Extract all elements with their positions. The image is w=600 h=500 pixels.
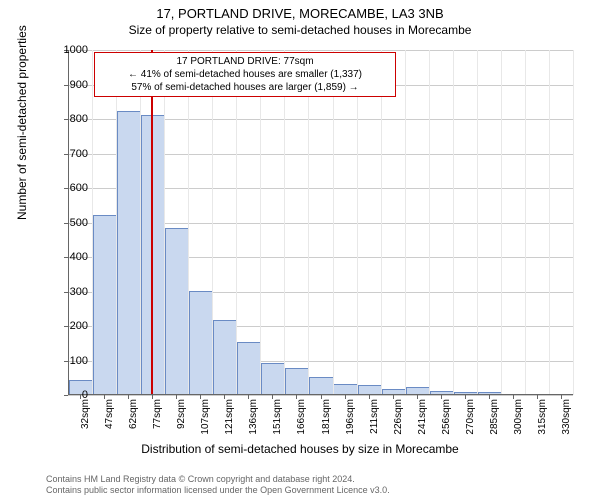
x-tick-label: 62sqm	[128, 399, 139, 439]
x-tick-label: 92sqm	[176, 399, 187, 439]
x-axis-line	[68, 394, 573, 395]
x-tick-label: 285sqm	[489, 399, 500, 439]
annotation-line3: 57% of semi-detached houses are larger (…	[101, 81, 389, 94]
chart-title: 17, PORTLAND DRIVE, MORECAMBE, LA3 3NB	[0, 0, 600, 21]
histogram-bar	[261, 363, 285, 395]
x-tick-label: 136sqm	[248, 399, 259, 439]
annotation-box: 17 PORTLAND DRIVE: 77sqm ← 41% of semi-d…	[94, 52, 396, 97]
footer-line1: Contains HM Land Registry data © Crown c…	[46, 474, 590, 485]
x-tick-label: 166sqm	[296, 399, 307, 439]
y-tick-label: 700	[0, 148, 88, 160]
x-tick-label: 77sqm	[152, 399, 163, 439]
histogram-bar	[117, 111, 141, 395]
histogram-bar	[93, 215, 117, 395]
y-tick-label: 300	[0, 286, 88, 298]
histogram-bar	[213, 320, 237, 395]
histogram-bar	[285, 368, 309, 395]
y-tick-label: 400	[0, 251, 88, 263]
x-axis-label: Distribution of semi-detached houses by …	[0, 442, 600, 456]
histogram-bar	[189, 291, 213, 396]
y-tick-label: 900	[0, 79, 88, 91]
x-tick-label: 226sqm	[393, 399, 404, 439]
x-tick-label: 47sqm	[104, 399, 115, 439]
marker-line	[151, 50, 153, 395]
x-tick-label: 196sqm	[345, 399, 356, 439]
x-tick-label: 315sqm	[537, 399, 548, 439]
annotation-line1: 17 PORTLAND DRIVE: 77sqm	[101, 55, 389, 68]
x-tick-label: 241sqm	[417, 399, 428, 439]
x-tick-label: 300sqm	[513, 399, 524, 439]
x-tick-label: 211sqm	[369, 399, 380, 439]
footer-line2: Contains public sector information licen…	[46, 485, 590, 496]
x-tick-label: 107sqm	[200, 399, 211, 439]
histogram-bar	[237, 342, 261, 395]
x-tick-label: 32sqm	[80, 399, 91, 439]
y-tick-label: 100	[0, 355, 88, 367]
x-tick-label: 151sqm	[272, 399, 283, 439]
y-tick-label: 1000	[0, 44, 88, 56]
y-tick-label: 600	[0, 182, 88, 194]
x-tick-label: 256sqm	[441, 399, 452, 439]
x-tick-label: 181sqm	[321, 399, 332, 439]
y-tick-label: 800	[0, 113, 88, 125]
plot-area	[68, 50, 573, 395]
y-tick-label: 0	[0, 389, 88, 401]
x-tick-label: 270sqm	[465, 399, 476, 439]
annotation-line2: ← 41% of semi-detached houses are smalle…	[101, 68, 389, 81]
grid-line	[68, 50, 573, 51]
x-tick-label: 330sqm	[561, 399, 572, 439]
y-tick-label: 500	[0, 217, 88, 229]
histogram-bar	[309, 377, 333, 395]
y-tick-label: 200	[0, 320, 88, 332]
footer: Contains HM Land Registry data © Crown c…	[46, 474, 590, 497]
histogram-bar	[165, 228, 189, 395]
chart-subtitle: Size of property relative to semi-detach…	[0, 21, 600, 37]
x-tick-label: 121sqm	[224, 399, 235, 439]
